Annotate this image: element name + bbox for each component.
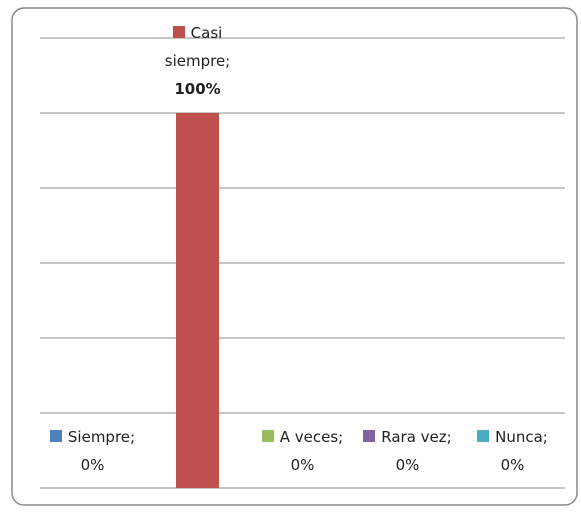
legend-key bbox=[477, 430, 490, 442]
label-name: Rara vez; bbox=[362, 423, 454, 451]
label-name: A veces; bbox=[257, 423, 349, 451]
legend-key bbox=[172, 26, 185, 38]
value-label: 0% bbox=[395, 456, 420, 474]
data-label: A veces; 0% bbox=[257, 423, 349, 479]
label-name: Casi siempre; bbox=[152, 19, 244, 75]
value-label: 0% bbox=[80, 456, 105, 474]
label-name: Siempre; bbox=[47, 423, 139, 451]
category-label: Nunca; bbox=[495, 428, 548, 446]
data-label: Casi siempre; 100% bbox=[152, 19, 244, 103]
label-name: Nunca; bbox=[467, 423, 559, 451]
chart-frame bbox=[11, 7, 578, 506]
category-label: Casi siempre; bbox=[164, 24, 231, 70]
legend-key bbox=[261, 430, 274, 442]
category-label: Rara vez; bbox=[381, 428, 452, 446]
value-label: 0% bbox=[500, 456, 525, 474]
legend-key bbox=[363, 430, 376, 442]
data-label: Siempre; 0% bbox=[47, 423, 139, 479]
category-label: A veces; bbox=[279, 428, 344, 446]
value-label: 100% bbox=[174, 80, 221, 98]
value-label: 0% bbox=[290, 456, 315, 474]
legend-key bbox=[49, 430, 62, 442]
bar bbox=[176, 113, 219, 488]
data-label: Rara vez; 0% bbox=[362, 423, 454, 479]
category-label: Siempre; bbox=[67, 428, 136, 446]
data-label: Nunca; 0% bbox=[467, 423, 559, 479]
